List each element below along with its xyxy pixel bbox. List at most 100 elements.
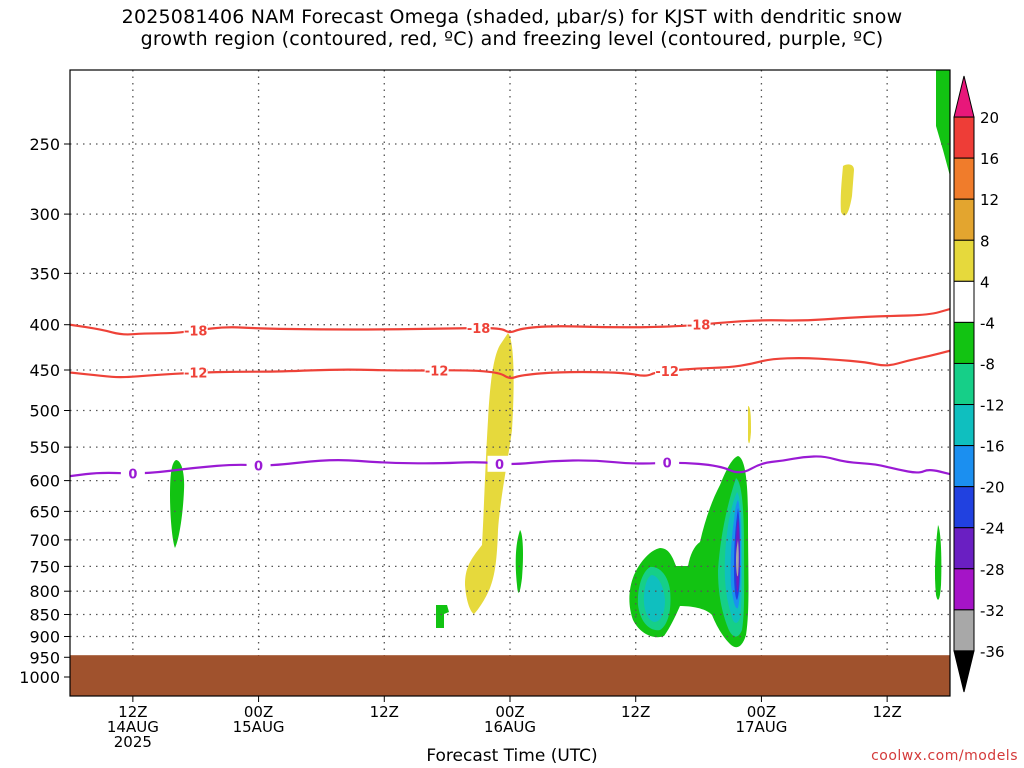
colorbar-label: 16 — [980, 150, 999, 168]
colorbar-swatch — [953, 568, 975, 611]
x-tick-label: 14AUG — [107, 718, 159, 736]
contour-label: 0 — [495, 458, 504, 473]
omega-region — [840, 164, 854, 216]
y-tick-label: 750 — [29, 557, 60, 576]
colorbar-label: 8 — [980, 232, 990, 250]
x-tick-label: 12Z — [872, 703, 901, 721]
y-axis: 250 300 350 400 450 500 550 600 650 700 750 800 850 9… — [19, 135, 70, 687]
contour-line-0 — [70, 455, 950, 478]
contour-label: -18 — [687, 319, 711, 334]
y-tick-label: 1000 — [19, 668, 60, 687]
contour-label: 0 — [254, 460, 263, 475]
colorbar-swatch — [953, 404, 975, 447]
colorbar-label: -12 — [980, 397, 1005, 415]
y-tick-label: 900 — [29, 627, 60, 646]
x-tick-label: 00Z — [747, 703, 776, 721]
colorbar-label: -36 — [980, 643, 1005, 661]
contour-labels: -18 -18 -18 -12 -12 -12 0 0 0 0 — [120, 316, 711, 483]
x-tick-label: 00Z — [244, 703, 273, 721]
colorbar-swatch — [953, 527, 975, 570]
contour-label-bg — [183, 364, 208, 381]
contour-label: -12 — [425, 364, 449, 379]
x-tick-label: 12Z — [118, 703, 147, 721]
contour-label: -12 — [655, 365, 679, 380]
colorbar-swatch — [953, 321, 975, 364]
colorbar-label: -28 — [980, 561, 1005, 579]
colorbar-swatch — [953, 239, 975, 282]
colorbar-label: 4 — [980, 273, 990, 291]
colorbar-arrow-bottom — [953, 650, 975, 693]
omega-region — [736, 540, 739, 577]
chart-title: 2025081406 NAM Forecast Omega (shaded, μ… — [0, 6, 1024, 50]
contour-label: 0 — [663, 457, 672, 472]
y-tick-label: 950 — [29, 648, 60, 667]
contour-label-bg — [655, 362, 680, 379]
contour-label-bg — [655, 454, 680, 471]
colorbar-label: 12 — [980, 191, 999, 209]
omega-region — [465, 333, 514, 614]
omega-shading — [170, 70, 950, 648]
x-tick-label: 00Z — [495, 703, 524, 721]
y-tick-label: 400 — [29, 316, 60, 335]
contour-label: -12 — [184, 367, 208, 382]
y-tick-label: 500 — [29, 402, 60, 421]
omega-region — [436, 605, 449, 628]
surface-terrain — [70, 655, 950, 696]
y-tick-label: 600 — [29, 472, 60, 491]
omega-region — [170, 460, 185, 548]
x-tick-label: 12Z — [370, 703, 399, 721]
y-tick-label: 650 — [29, 502, 60, 521]
x-axis-title: Forecast Time (UTC) — [426, 746, 598, 766]
y-tick-label: 300 — [29, 205, 60, 224]
colorbar-label: -16 — [980, 438, 1005, 456]
y-tick-label: 850 — [29, 606, 60, 625]
colorbar-swatch — [953, 116, 975, 159]
contour-label-bg — [424, 362, 449, 379]
contour-label-bg — [183, 322, 208, 339]
x-tick-label: 17AUG — [735, 718, 787, 736]
y-tick-label: 450 — [29, 361, 60, 380]
contour-label-bg — [487, 455, 512, 472]
watermark-link[interactable]: coolwx.com/models — [871, 748, 1018, 764]
contour-label-bg — [686, 316, 711, 333]
y-tick-label: 350 — [29, 264, 60, 283]
colorbar-swatch — [953, 280, 975, 323]
x-tick-label: 2025 — [114, 733, 152, 751]
plot-grid — [70, 70, 950, 696]
omega-region — [936, 70, 950, 176]
colorbar-label: -24 — [980, 520, 1005, 538]
colorbar-swatch — [953, 609, 975, 652]
y-tick-label: 550 — [29, 438, 60, 457]
colorbar-swatch — [953, 362, 975, 406]
contour-label-bg — [120, 465, 145, 482]
contour-label-bg — [466, 319, 491, 336]
x-tick-label: 16AUG — [484, 718, 536, 736]
colorbar-swatch — [953, 198, 975, 241]
omega-region — [934, 525, 942, 600]
colorbar-label: 20 — [980, 109, 999, 127]
colorbar-arrow-top — [953, 75, 975, 118]
chart-title-line-1: 2025081406 NAM Forecast Omega (shaded, μ… — [121, 6, 903, 28]
colorbar-swatch — [953, 157, 975, 200]
colorbar-label: -32 — [980, 602, 1005, 620]
omega-region — [643, 575, 665, 622]
contour-label-bg — [246, 457, 271, 474]
x-tick-label: 15AUG — [233, 718, 285, 736]
y-tick-label: 800 — [29, 582, 60, 601]
contour-label: 0 — [128, 468, 137, 483]
chart-title-line-2: growth region (contoured, red, ºC) and f… — [140, 28, 884, 50]
contour-label: -18 — [467, 322, 491, 337]
x-tick-label: 12Z — [621, 703, 650, 721]
y-tick-label: 700 — [29, 531, 60, 550]
contour-label: -18 — [184, 324, 208, 339]
omega-region — [515, 530, 524, 593]
colorbar-swatch — [953, 445, 975, 488]
contour-line-minus18 — [70, 307, 950, 336]
colorbar-label: -4 — [980, 314, 995, 332]
colorbar-label: -8 — [980, 355, 995, 373]
omega-colorbar: 20 16 12 8 4 -4 -8 -12 -16 -20 -24 -28 -32 -36 — [953, 75, 1005, 693]
colorbar-swatch — [953, 486, 975, 529]
y-tick-label: 250 — [29, 135, 60, 154]
